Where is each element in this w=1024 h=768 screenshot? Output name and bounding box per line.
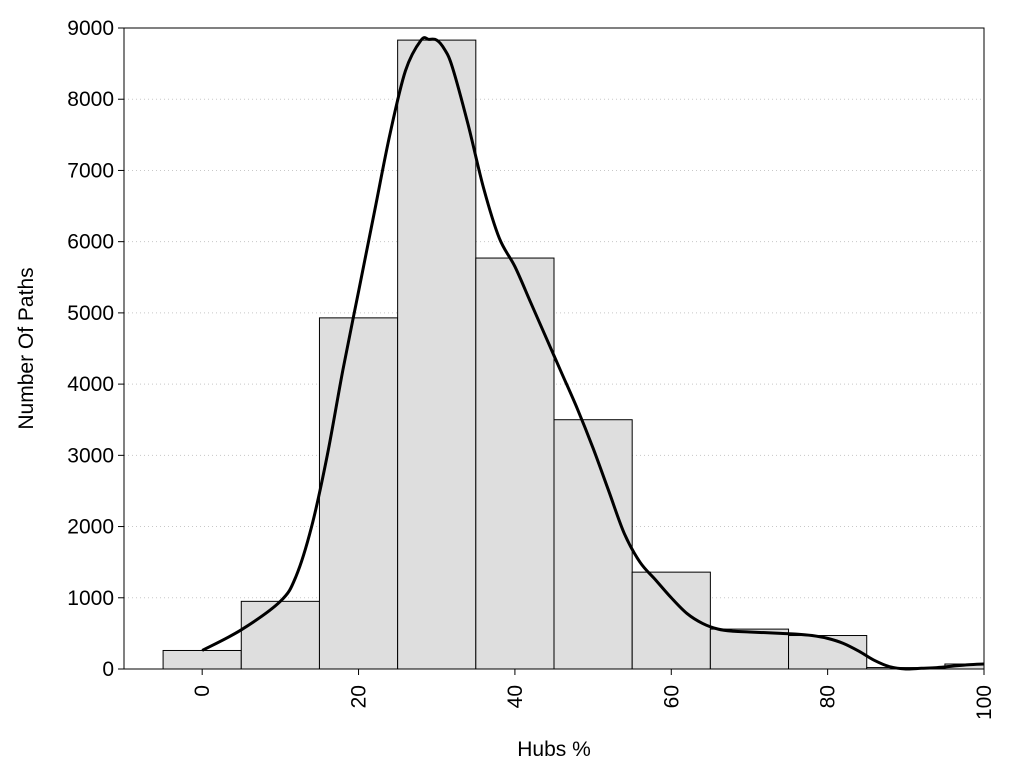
y-tick-label: 9000 (67, 17, 114, 40)
histogram-bars (162, 39, 985, 670)
histogram-bar (397, 39, 477, 670)
y-tick-label: 8000 (67, 88, 114, 111)
y-tick-label: 4000 (67, 373, 114, 396)
y-tick-label: 1000 (67, 587, 114, 610)
x-tick-label: 0 (191, 685, 214, 697)
x-tick-label: 100 (973, 685, 996, 720)
y-tick-label: 0 (102, 658, 114, 681)
histogram-bar (788, 635, 868, 670)
x-axis-ticks: 0 20 40 60 80 100 (191, 669, 996, 720)
histogram-bar (709, 628, 790, 670)
x-axis-title: Hubs % (517, 738, 591, 761)
x-tick-label: 20 (348, 685, 371, 708)
y-tick-label: 2000 (67, 516, 114, 539)
y-tick-label: 3000 (67, 444, 114, 467)
y-axis-ticks: 0 1000 2000 3000 4000 5000 6000 7000 8000 9000 (67, 17, 124, 681)
x-tick-label: 40 (504, 685, 527, 708)
histogram-bar (240, 600, 320, 670)
density-curve-group (201, 36, 985, 671)
y-axis-title: Number Of Paths (15, 267, 38, 429)
y-tick-label: 6000 (67, 231, 114, 254)
y-tick-label: 7000 (67, 159, 114, 182)
histogram-bar (318, 317, 399, 670)
histogram-bar (162, 649, 242, 670)
density-curve (201, 36, 985, 671)
x-tick-label: 80 (817, 685, 840, 708)
plot-frame (123, 27, 985, 670)
histogram-bar (553, 419, 633, 670)
x-tick-label: 60 (660, 685, 683, 708)
histogram-bar (475, 257, 555, 670)
y-tick-label: 5000 (67, 302, 114, 325)
